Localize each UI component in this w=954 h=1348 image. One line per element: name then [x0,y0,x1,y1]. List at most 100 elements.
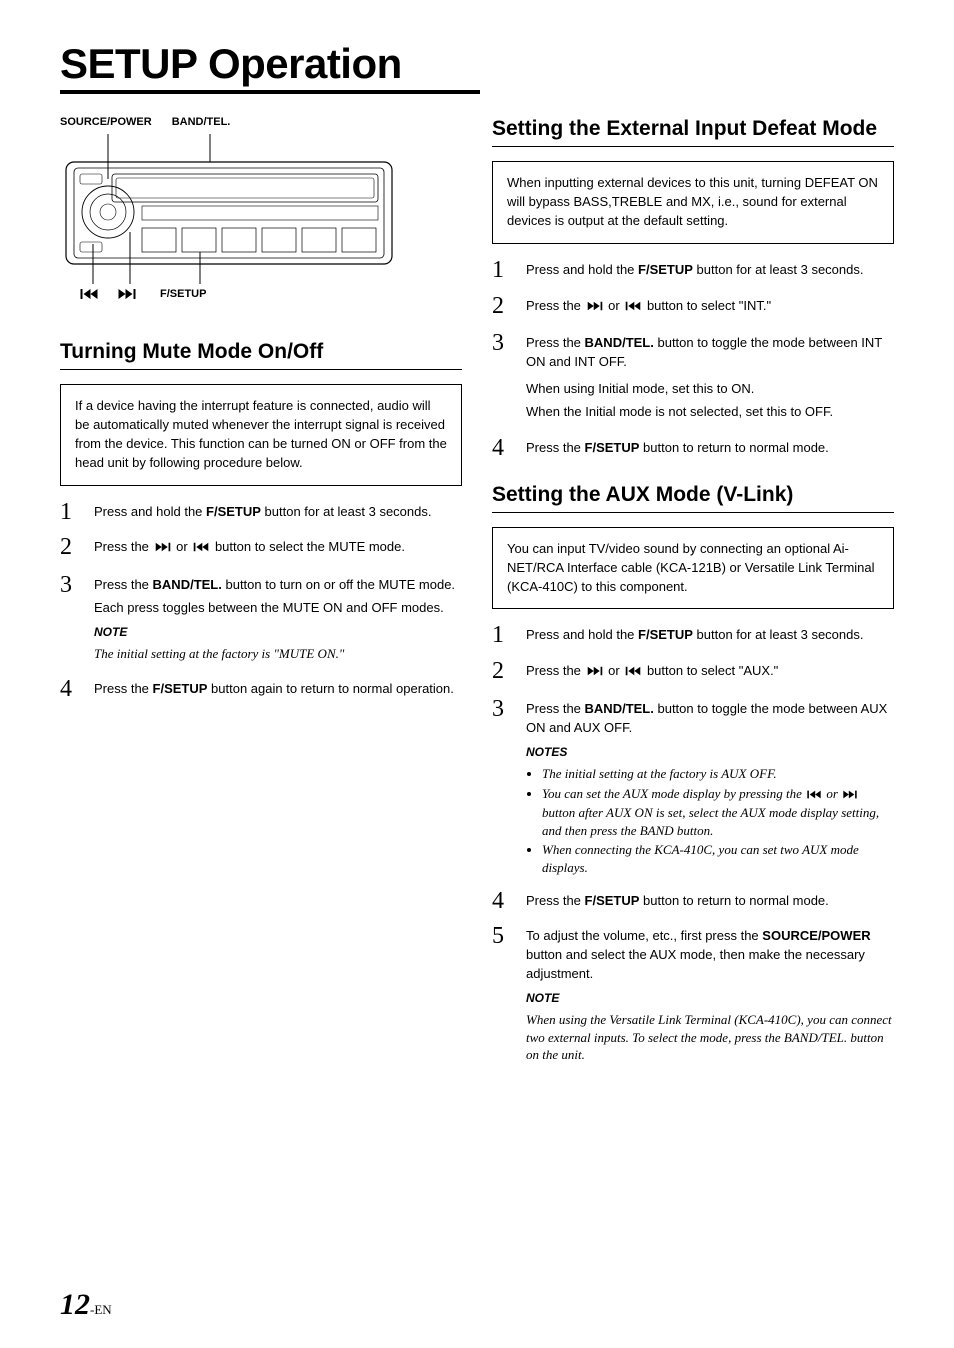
step-number: 3 [60,573,80,667]
next-track-icon [585,664,605,683]
step-number: 4 [492,436,512,462]
text: Press and hold the [526,262,638,277]
text: or [173,539,192,554]
text: button again to return to normal operati… [207,681,453,696]
step-aux-4: 4 Press the F/SETUP button to return to … [492,889,894,915]
text: Each press toggles between the MUTE ON a… [94,599,462,618]
step-number: 2 [492,294,512,322]
note-label: NOTE [526,990,894,1007]
device-diagram: F/SETUP [60,134,400,299]
prev-track-icon [623,664,643,683]
label-band-tel: BAND/TEL. [172,116,231,128]
prev-track-icon [805,787,823,805]
text: button to select the MUTE mode. [211,539,405,554]
text: or [605,298,624,313]
text-bold: F/SETUP [206,504,261,519]
text: Press the [94,577,153,592]
label-fsetup: F/SETUP [160,288,206,300]
step-defeat-2: 2 Press the or button to select "INT." [492,294,894,322]
step-number: 1 [492,258,512,284]
note-item: You can set the AUX mode display by pres… [542,785,894,840]
left-column: SOURCE/POWER BAND/TEL. [60,116,462,1078]
text: button to return to normal mode. [639,893,828,908]
text: Press and hold the [526,627,638,642]
infobox-mute: If a device having the interrupt feature… [60,384,462,485]
step-aux-5: 5 To adjust the volume, etc., first pres… [492,924,894,1068]
step-number: 1 [492,623,512,649]
step-defeat-3: 3 Press the BAND/TEL. button to toggle t… [492,331,894,425]
note-item: The initial setting at the factory is AU… [542,765,894,783]
infobox-aux: You can input TV/video sound by connecti… [492,527,894,610]
text-bold: BAND/TEL. [585,701,654,716]
page-number: 12-EN [60,1288,112,1322]
step-aux-3: 3 Press the BAND/TEL. button to toggle t… [492,697,894,878]
text-bold: F/SETUP [585,440,640,455]
step-mute-2: 2 Press the or button to select the MUTE… [60,535,462,563]
note-text: The initial setting at the factory is "M… [94,645,462,663]
steps-defeat: 1 Press and hold the F/SETUP button for … [492,258,894,462]
label-source-power: SOURCE/POWER [60,116,152,128]
steps-mute: 1 Press and hold the F/SETUP button for … [60,500,462,703]
step-mute-4: 4 Press the F/SETUP button again to retu… [60,677,462,703]
heading-aux: Setting the AUX Mode (V-Link) [492,482,894,513]
step-number: 4 [60,677,80,703]
next-track-icon [841,787,859,805]
steps-aux: 1 Press and hold the F/SETUP button for … [492,623,894,1067]
text-bold: BAND/TEL. [153,577,222,592]
step-number: 5 [492,924,512,1068]
right-column: Setting the External Input Defeat Mode W… [492,116,894,1078]
text: Press the [94,539,153,554]
next-track-icon [153,540,173,559]
step-mute-1: 1 Press and hold the F/SETUP button for … [60,500,462,526]
text: Press and hold the [94,504,206,519]
note-text: When using the Versatile Link Terminal (… [526,1011,894,1064]
text: button to return to normal mode. [639,440,828,455]
text: To adjust the volume, etc., first press … [526,928,762,943]
note-item: When connecting the KCA-410C, you can se… [542,841,894,876]
prev-track-icon [191,540,211,559]
text: button to select "INT." [643,298,771,313]
text: Press the [526,663,585,678]
step-number: 2 [492,659,512,687]
step-number: 3 [492,331,512,425]
text: Press the [526,335,585,350]
heading-mute: Turning Mute Mode On/Off [60,339,462,370]
step-defeat-1: 1 Press and hold the F/SETUP button for … [492,258,894,284]
text: button for at least 3 seconds. [261,504,432,519]
text: Press the [526,298,585,313]
step-number: 2 [60,535,80,563]
infobox-defeat: When inputting external devices to this … [492,161,894,244]
text: Press the [526,440,585,455]
text-bold: F/SETUP [153,681,208,696]
text-bold: F/SETUP [585,893,640,908]
next-track-icon [585,299,605,318]
step-defeat-4: 4 Press the F/SETUP button to return to … [492,436,894,462]
text: Press the [526,893,585,908]
text-bold: SOURCE/POWER [762,928,870,943]
note-label: NOTE [94,624,462,641]
text: Press the [526,701,585,716]
text: button to select "AUX." [643,663,778,678]
notes-list: The initial setting at the factory is AU… [526,765,894,876]
prev-track-icon [623,299,643,318]
prev-icon [78,287,100,301]
text-bold: F/SETUP [638,262,693,277]
text-bold: F/SETUP [638,627,693,642]
page-number-suffix: -EN [90,1302,112,1317]
text: When using Initial mode, set this to ON. [526,380,894,399]
next-icon [116,287,138,301]
step-number: 3 [492,697,512,878]
heading-defeat: Setting the External Input Defeat Mode [492,116,894,147]
text: or [605,663,624,678]
page-title: SETUP Operation [60,40,480,94]
diagram-top-labels: SOURCE/POWER BAND/TEL. [60,116,462,128]
step-number: 4 [492,889,512,915]
text: button for at least 3 seconds. [693,262,864,277]
step-number: 1 [60,500,80,526]
notes-label: NOTES [526,744,894,761]
page-number-main: 12 [60,1288,90,1321]
step-aux-1: 1 Press and hold the F/SETUP button for … [492,623,894,649]
step-mute-3: 3 Press the BAND/TEL. button to turn on … [60,573,462,667]
text: button and select the AUX mode, then mak… [526,947,865,981]
step-aux-2: 2 Press the or button to select "AUX." [492,659,894,687]
